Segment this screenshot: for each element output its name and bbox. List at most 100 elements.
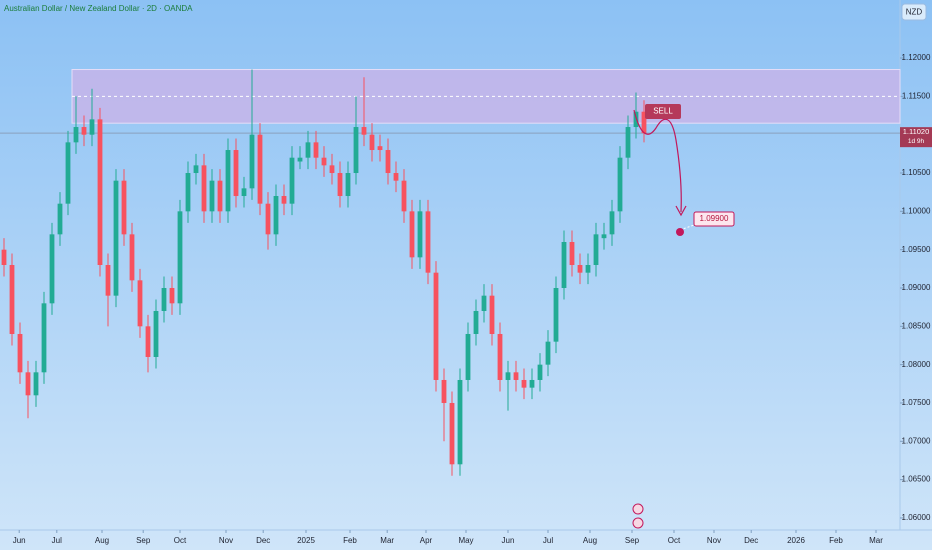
candle-body <box>161 287 167 311</box>
candle-body <box>625 127 631 158</box>
candle-body <box>313 142 319 158</box>
x-tick-label: Jun <box>13 536 26 545</box>
y-tick-label: 1.08500 <box>902 321 931 330</box>
chart-title: Australian Dollar / New Zealand Dollar ·… <box>4 4 193 13</box>
candle-body <box>249 134 255 189</box>
candle-body <box>505 372 511 380</box>
x-tick-label: Feb <box>343 536 357 545</box>
candle-body <box>289 157 295 204</box>
candle-body <box>585 265 591 273</box>
x-tick-label: Jul <box>543 536 553 545</box>
candle-body <box>169 287 175 304</box>
y-tick-label: 1.12000 <box>902 53 931 62</box>
candle-body <box>457 379 463 465</box>
candle-body <box>641 111 647 134</box>
candle-body <box>233 150 239 197</box>
candle-body <box>49 234 55 304</box>
x-tick-label: Aug <box>95 536 109 545</box>
last-price-label: 1.11020 <box>903 127 930 136</box>
candle-body <box>433 272 439 380</box>
x-tick-label: Dec <box>256 536 270 545</box>
countdown: 1d 9h <box>908 138 925 145</box>
candle-body <box>337 173 343 197</box>
candle-body <box>377 146 383 151</box>
y-tick-label: 1.11500 <box>902 91 931 100</box>
candle-body <box>385 150 391 174</box>
candle-body <box>521 379 527 388</box>
x-tick-label: Mar <box>380 536 394 545</box>
candle-body <box>401 180 407 212</box>
candle-body <box>113 180 119 296</box>
candle-body <box>417 211 423 258</box>
candle-body <box>177 211 183 304</box>
candle-body <box>369 134 375 151</box>
candle-body <box>593 234 599 265</box>
candle-body <box>321 157 327 166</box>
candle-body <box>609 211 615 235</box>
x-tick-label: Dec <box>744 536 758 545</box>
y-tick-label: 1.09000 <box>902 283 931 292</box>
x-tick-label: May <box>458 536 473 545</box>
candle-body <box>193 165 199 174</box>
candle-body <box>81 127 87 135</box>
y-tick-label: 1.10000 <box>902 206 931 215</box>
candle-body <box>353 127 359 174</box>
candle-body <box>89 119 95 135</box>
candle-body <box>449 402 455 465</box>
x-tick-label: Jun <box>502 536 515 545</box>
y-tick-label: 1.07000 <box>902 436 931 445</box>
x-tick-label: Oct <box>668 536 681 545</box>
candle-body <box>633 111 639 128</box>
event-icon[interactable] <box>632 503 644 515</box>
candle-body <box>153 310 159 357</box>
candle-body <box>297 157 303 162</box>
x-tick-label: Mar <box>869 536 883 545</box>
candle-body <box>185 173 191 212</box>
y-tick-label: 1.09500 <box>902 245 931 254</box>
candle-body <box>497 333 503 380</box>
candle-body <box>569 242 575 265</box>
candle-body <box>9 265 15 334</box>
target-label: 1.09900 <box>700 214 729 223</box>
event-icon[interactable] <box>632 517 644 529</box>
x-tick-label: Oct <box>174 536 187 545</box>
candle-body <box>65 142 71 204</box>
x-tick-label: Feb <box>829 536 843 545</box>
candle-body <box>145 326 151 357</box>
candle-body <box>41 303 47 373</box>
candle-body <box>465 333 471 380</box>
candle-body <box>209 180 215 212</box>
candle-body <box>617 157 623 212</box>
candle-body <box>137 280 143 327</box>
projection-arrowhead <box>675 205 687 217</box>
candle-body <box>25 372 31 396</box>
sell-box <box>645 104 681 119</box>
x-tick-label: Jul <box>52 536 62 545</box>
candle-body <box>513 372 519 380</box>
candle-body <box>481 295 487 311</box>
y-tick-label: 1.10500 <box>902 168 931 177</box>
target-icon <box>676 228 684 236</box>
currency: NZD <box>906 8 923 17</box>
sell-label: SELL <box>653 107 673 116</box>
candle-body <box>601 234 607 239</box>
candle-body <box>529 379 535 388</box>
currency-box[interactable] <box>901 3 927 21</box>
y-tick-label: 1.06000 <box>902 513 931 522</box>
candle-body <box>577 265 583 273</box>
x-tick-label: Aug <box>583 536 597 545</box>
candle-body <box>257 134 263 204</box>
x-tick-label: Sep <box>625 536 640 545</box>
target-connector <box>679 224 695 231</box>
x-tick-label: Apr <box>420 536 433 545</box>
candle-body <box>241 188 247 197</box>
candle-body <box>409 211 415 258</box>
candle-body <box>217 180 223 212</box>
x-tick-label: Sep <box>136 536 151 545</box>
projection-arrow <box>633 109 682 213</box>
candle-body <box>105 265 111 296</box>
candle-body <box>33 372 39 396</box>
candle-body <box>281 196 287 204</box>
candle-body <box>425 211 431 273</box>
